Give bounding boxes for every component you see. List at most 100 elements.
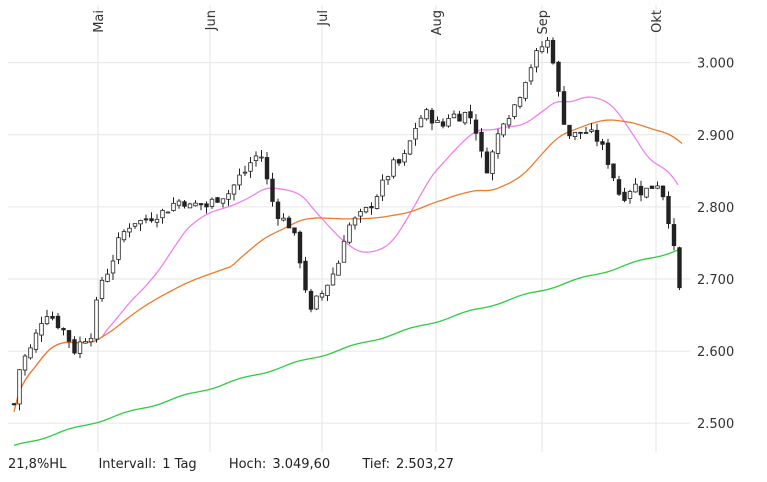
candle-body [622, 191, 627, 201]
candle-body [11, 403, 17, 406]
candle-body [440, 121, 446, 127]
candle-body [83, 341, 88, 344]
candle-body [600, 141, 605, 145]
candle-body [374, 196, 380, 209]
candle-body [176, 200, 182, 206]
low-value: 2.503,27 [396, 457, 454, 472]
candle-body [55, 315, 61, 329]
candle-body [220, 198, 226, 204]
x-month-label: Sep [536, 10, 551, 35]
candle-body [644, 187, 649, 198]
candle-body [143, 218, 149, 221]
candle-body [193, 202, 198, 207]
candle-body [154, 218, 160, 223]
y-tick-label: 2.900 [697, 129, 734, 144]
x-month-label: Mai [92, 10, 107, 33]
candle-body [578, 131, 583, 134]
candle-body [336, 262, 341, 276]
candle-body [275, 201, 281, 220]
candle-body [94, 299, 99, 340]
candle-body [33, 332, 39, 350]
y-tick-label: 3.000 [697, 57, 734, 72]
candle-body [523, 81, 528, 99]
candle-body [363, 207, 369, 213]
candle-body [385, 176, 391, 181]
candle-body [660, 185, 666, 198]
candle-body [17, 369, 22, 405]
candle-body [314, 295, 319, 310]
y-tick-label: 2.600 [697, 345, 734, 360]
candle-body [479, 131, 484, 152]
candle-body [121, 231, 127, 241]
candle-body [572, 132, 578, 137]
low-label: Tief: [362, 457, 390, 472]
candle-body [649, 185, 655, 189]
y-tick-label: 2.800 [697, 201, 734, 216]
candle-body [116, 237, 121, 260]
candle-body [270, 178, 275, 202]
candle-body [165, 211, 171, 214]
candle-body [501, 123, 506, 136]
candle-body [594, 129, 600, 142]
candle-body [187, 203, 193, 209]
candle-body [490, 151, 495, 174]
candle-body [517, 97, 523, 107]
candle-body [506, 118, 512, 126]
candle-body [259, 156, 264, 159]
candle-body [352, 217, 358, 226]
candle-body [149, 218, 154, 222]
candle-body [264, 157, 270, 180]
candle-body [319, 293, 325, 298]
candle-body [347, 224, 352, 243]
candle-body [297, 231, 303, 264]
candle-body [402, 153, 407, 163]
candle-body [666, 196, 671, 225]
candle-body [391, 159, 396, 177]
ma-long-line [13, 248, 681, 446]
candle-body [198, 203, 204, 206]
candle-body [132, 223, 138, 227]
candle-body [99, 279, 105, 299]
x-month-label: Okt [650, 10, 665, 33]
candle-body [28, 347, 33, 359]
candle-body [550, 39, 556, 64]
candle-body [457, 113, 462, 122]
candle-body [237, 174, 242, 186]
candle-body [88, 337, 94, 343]
candle-body [209, 198, 215, 207]
candle-body [281, 217, 286, 221]
high-value: 3.049,60 [272, 457, 331, 472]
candle-body [369, 206, 374, 209]
candle-body [226, 193, 231, 200]
candle-body [413, 127, 418, 140]
candle-body [638, 185, 644, 196]
candle-body [396, 159, 402, 164]
candle-body [50, 315, 55, 319]
high-label: Hoch: [228, 457, 267, 472]
y-tick-label: 2.500 [697, 417, 734, 432]
candlestick-chart: 3.000 2.900 2.800 2.700 2.600 2.500 Mai Jun Jul… [8, 5, 734, 452]
candle-body [160, 210, 165, 219]
candle-body [182, 201, 187, 207]
candle-body [468, 111, 473, 119]
candle-body [556, 61, 561, 92]
candle-body [484, 151, 490, 174]
candle-body [44, 316, 50, 325]
candle-body [512, 104, 517, 118]
candle-body [242, 171, 248, 174]
candle-body [451, 113, 457, 119]
candle-body [308, 290, 314, 310]
candle-body [215, 197, 220, 203]
interval-value: 1 Tag [162, 457, 197, 472]
candle-body [528, 67, 534, 82]
candle-body [462, 111, 468, 124]
candle-body [633, 183, 638, 193]
grid [8, 5, 690, 452]
candle-body [72, 339, 77, 354]
candle-body [127, 227, 132, 233]
candle-body [330, 273, 336, 286]
candle-body [286, 217, 292, 229]
y-tick-label: 2.700 [697, 273, 734, 288]
candle-body [407, 140, 413, 155]
candle-body [110, 260, 116, 274]
